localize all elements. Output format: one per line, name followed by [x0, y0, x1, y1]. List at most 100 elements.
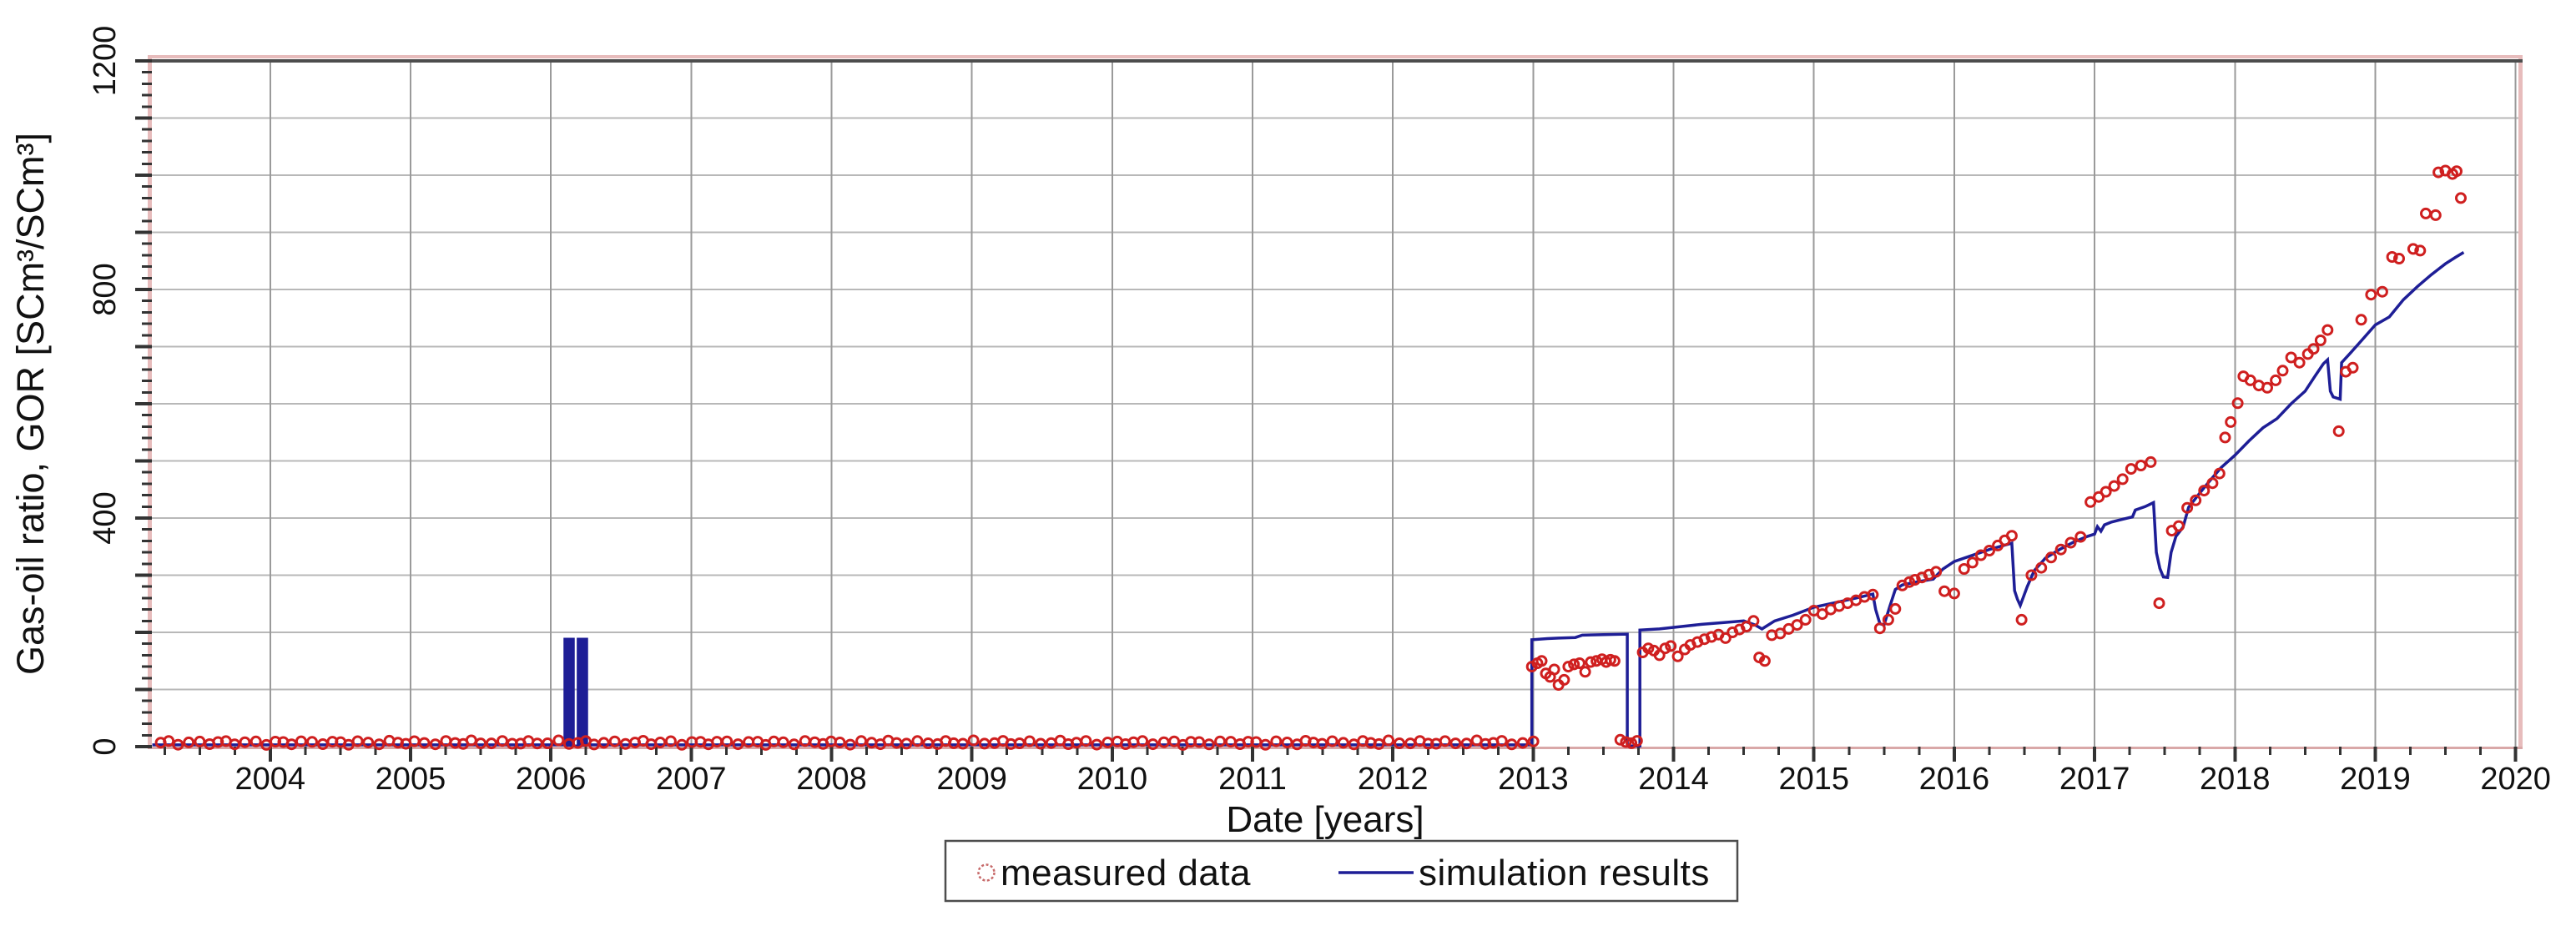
top-border	[148, 59, 2523, 63]
measured-point	[855, 735, 868, 747]
measured-point	[2347, 361, 2359, 374]
measured-point	[1505, 738, 1518, 751]
measured-point	[788, 738, 800, 751]
axis-ticks	[135, 59, 2518, 762]
x-axis-title: Date [years]	[1226, 799, 1424, 840]
legend-border	[944, 839, 1739, 903]
measured-point	[654, 737, 667, 748]
measured-point	[1608, 655, 1621, 667]
measured-point	[597, 737, 610, 749]
grid-layer	[152, 61, 2518, 747]
measured-point	[239, 736, 251, 748]
measured-point	[967, 734, 980, 747]
measured-point	[2190, 494, 2202, 506]
measured-point	[1326, 735, 1338, 747]
measured-point	[1867, 588, 1879, 601]
legend-measured-label: measured data	[1001, 853, 1251, 893]
measured-point	[2045, 551, 2057, 564]
measured-point	[2219, 431, 2231, 444]
measured-point	[2407, 243, 2419, 255]
measured-point	[2261, 381, 2273, 394]
x-tick-label: 2017	[2059, 762, 2130, 797]
measured-point	[1903, 576, 1916, 588]
measured-point	[1548, 663, 1560, 676]
measured-point	[1091, 738, 1103, 751]
measured-point	[1719, 632, 1732, 644]
measured-point	[1535, 655, 1548, 667]
measured-point	[1404, 737, 1417, 750]
measured-point	[1653, 649, 1666, 662]
measured-point	[844, 738, 856, 751]
measured-point	[2276, 365, 2289, 377]
measured-point	[2293, 356, 2306, 369]
measured-point	[1137, 735, 1149, 747]
x-tick-label: 2014	[1638, 762, 1709, 797]
measured-point	[1527, 735, 1540, 747]
measured-point	[2432, 166, 2445, 179]
measured-point	[1568, 658, 1580, 671]
measured-point	[2332, 425, 2345, 437]
measured-point	[2064, 536, 2077, 549]
measured-point	[1495, 735, 1508, 747]
x-tick-label: 2004	[235, 762, 306, 797]
x-axis-line	[148, 747, 2523, 749]
measured-point	[1816, 608, 1828, 621]
measured-point	[485, 737, 497, 750]
measured-point	[2153, 597, 2165, 610]
measured-point	[1747, 615, 1760, 627]
measured-point	[2429, 209, 2442, 221]
measured-point	[2321, 324, 2334, 336]
legend-simulation-label: simulation results	[1419, 853, 1710, 893]
x-tick-label: 2011	[1218, 762, 1287, 797]
measured-point	[1035, 737, 1047, 750]
measured-point	[2173, 520, 2185, 532]
measured-point	[2025, 569, 2038, 581]
measured-point	[1642, 642, 1655, 655]
measured-point	[1579, 666, 1591, 678]
measured-point	[1873, 622, 1886, 635]
x-tick-label: 2019	[2340, 762, 2411, 797]
measured-point	[1516, 737, 1529, 749]
measured-point	[306, 736, 318, 748]
measured-point	[1948, 587, 1960, 600]
measured-point	[721, 735, 733, 747]
x-tick-label: 2018	[2200, 762, 2271, 797]
measured-point	[1023, 735, 1036, 747]
measured-point	[777, 736, 789, 748]
x-tick-label: 2015	[1778, 762, 1849, 797]
measured-point	[608, 735, 621, 747]
x-tick-label: 2010	[1077, 762, 1148, 797]
measured-point	[2145, 455, 2157, 468]
measured-point	[2270, 374, 2282, 386]
measured-point	[1659, 642, 1671, 655]
simulation-pulse	[565, 639, 573, 747]
x-tick-label: 2006	[516, 762, 587, 797]
measured-point	[1974, 549, 1987, 561]
measured-point	[1562, 661, 1575, 673]
measured-point	[1791, 619, 1803, 632]
measured-point	[1626, 737, 1638, 749]
legend-box: measured data simulation results	[944, 839, 1739, 903]
measured-point	[2206, 477, 2219, 490]
measured-point	[1202, 738, 1215, 751]
measured-point	[183, 736, 195, 748]
measured-point	[497, 735, 508, 747]
measured-point	[2100, 486, 2112, 498]
y-axis-line	[148, 55, 152, 747]
measured-point	[295, 735, 307, 747]
measured-point	[2015, 613, 2028, 626]
measured-point	[2074, 531, 2087, 543]
measured-point	[2181, 501, 2194, 514]
measured-point	[1337, 737, 1349, 749]
measured-point	[676, 738, 688, 751]
measured-point	[2455, 192, 2467, 204]
measured-point	[1585, 656, 1597, 668]
measured-point	[2376, 285, 2388, 298]
measured-point	[1984, 545, 1995, 556]
measured-point	[351, 735, 364, 747]
measured-point	[664, 735, 677, 747]
measured-point	[429, 738, 441, 751]
measured-point	[250, 735, 262, 747]
